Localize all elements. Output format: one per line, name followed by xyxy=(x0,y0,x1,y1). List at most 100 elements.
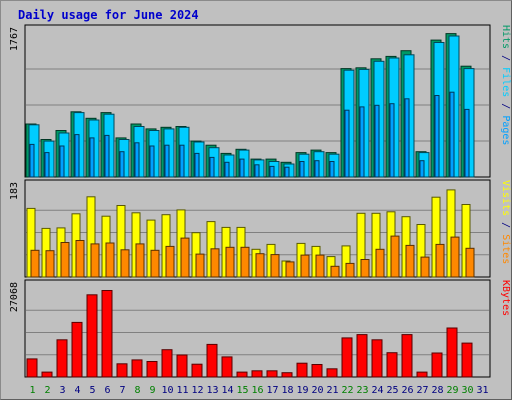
sites-bar xyxy=(285,261,295,278)
pages-bar xyxy=(434,95,440,178)
pages-bar xyxy=(359,106,365,178)
pages-bar xyxy=(374,104,380,178)
sites-bar xyxy=(105,242,115,278)
sites-bar xyxy=(225,246,235,278)
kbytes-bar xyxy=(461,342,473,378)
sites-bar xyxy=(180,237,190,278)
day-label: 24 xyxy=(371,385,383,396)
day-label: 12 xyxy=(191,385,203,396)
kbytes-bar xyxy=(26,358,38,378)
sites-bar xyxy=(420,256,430,278)
pages-bar xyxy=(344,109,350,178)
sites-bar xyxy=(330,265,340,278)
legend-part: Pages xyxy=(500,115,511,145)
pages-bar xyxy=(404,98,410,178)
pages-bar xyxy=(104,134,110,178)
kbytes-bar xyxy=(101,290,113,378)
day-label: 29 xyxy=(446,385,458,396)
pages-bar xyxy=(269,165,275,178)
kbytes-bar xyxy=(371,339,383,378)
sites-bar xyxy=(375,248,385,278)
day-label: 8 xyxy=(134,385,140,396)
kbytes-bar xyxy=(341,337,353,378)
pages-bar xyxy=(149,145,155,178)
day-label: 27 xyxy=(416,385,428,396)
sites-bar xyxy=(90,243,100,278)
day-label: 28 xyxy=(431,385,443,396)
kbytes-bar xyxy=(266,370,278,378)
day-label: 10 xyxy=(161,385,173,396)
day-label: 13 xyxy=(206,385,218,396)
sites-bar xyxy=(300,254,310,278)
sites-bar xyxy=(75,240,85,278)
sites-bar xyxy=(30,249,40,278)
kbytes-bar xyxy=(296,362,308,378)
right-legend-hits-files-pages: Hits / Files / Pages xyxy=(500,25,511,145)
ymax-label: 183 xyxy=(9,182,20,200)
day-label: 20 xyxy=(311,385,323,396)
day-label: 17 xyxy=(266,385,278,396)
legend-part: KBytes xyxy=(500,280,511,316)
sites-bar xyxy=(135,243,145,278)
kbytes-bar xyxy=(161,349,173,378)
sites-bar xyxy=(150,249,160,278)
day-label: 22 xyxy=(341,385,353,396)
pages-bar xyxy=(464,108,470,178)
pages-bar xyxy=(134,142,140,178)
day-label: 16 xyxy=(251,385,263,396)
pages-bar xyxy=(194,152,200,178)
pages-bar xyxy=(254,164,260,178)
kbytes-bar xyxy=(206,343,218,378)
day-label: 18 xyxy=(281,385,293,396)
right-legend-visits-sites: Visits / Sites xyxy=(500,180,511,264)
day-label: 7 xyxy=(119,385,125,396)
pages-bar xyxy=(314,160,320,178)
kbytes-bar xyxy=(311,364,323,378)
kbytes-bar xyxy=(56,339,68,378)
legend-part: Hits xyxy=(500,25,511,49)
pages-bar xyxy=(59,145,65,178)
sites-bar xyxy=(195,253,205,278)
sites-bar xyxy=(450,236,460,278)
pages-bar xyxy=(89,137,95,178)
day-label: 2 xyxy=(44,385,50,396)
day-label: 26 xyxy=(401,385,413,396)
kbytes-bar xyxy=(41,371,53,378)
kbytes-bar xyxy=(191,363,203,378)
sites-bar xyxy=(45,250,55,278)
pages-bar xyxy=(449,91,455,178)
kbytes-bar xyxy=(401,334,413,378)
pages-bar xyxy=(119,151,125,178)
pages-bar xyxy=(209,156,215,178)
day-label: 5 xyxy=(89,385,95,396)
legend-part: Sites xyxy=(500,234,511,264)
ymax-label: 27068 xyxy=(9,282,20,312)
kbytes-bar xyxy=(326,368,338,378)
day-label: 11 xyxy=(176,385,188,396)
kbytes-bar xyxy=(416,371,428,378)
sites-bar xyxy=(270,254,280,278)
day-label: 4 xyxy=(74,385,80,396)
pages-bar xyxy=(29,143,35,178)
day-label: 15 xyxy=(236,385,248,396)
ymax-label: 1767 xyxy=(9,27,20,51)
legend-part: Files xyxy=(500,67,511,97)
pages-bar xyxy=(224,161,230,178)
kbytes-bar xyxy=(251,370,263,378)
kbytes-bar xyxy=(116,363,128,378)
sites-bar xyxy=(465,247,475,278)
sites-bar xyxy=(210,248,220,278)
day-label: 31 xyxy=(476,385,488,396)
sites-bar xyxy=(390,235,400,278)
pages-bar xyxy=(44,152,50,178)
legend-part: / xyxy=(500,49,511,67)
pages-bar xyxy=(239,158,245,178)
chart-title: Daily usage for June 2024 xyxy=(18,8,199,22)
pages-bar xyxy=(389,103,395,178)
day-label: 9 xyxy=(149,385,155,396)
day-label: 25 xyxy=(386,385,398,396)
kbytes-bar xyxy=(431,352,443,378)
legend-part: Visits xyxy=(500,180,511,216)
kbytes-bar xyxy=(146,361,158,378)
sites-bar xyxy=(315,254,325,278)
